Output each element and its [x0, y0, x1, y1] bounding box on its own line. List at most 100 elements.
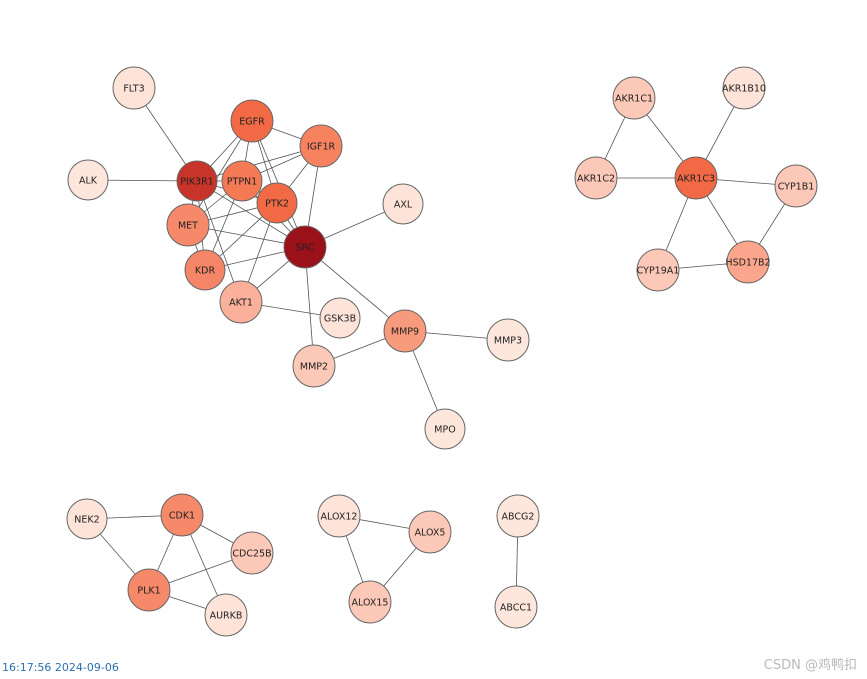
node-mpo: MPO — [424, 408, 466, 450]
node-label: AKR1C3 — [677, 174, 715, 185]
node-label: MMP2 — [300, 362, 328, 373]
node-circle — [112, 66, 156, 110]
node-met: MET — [166, 203, 210, 247]
node-cdc25b: CDC25B — [230, 531, 274, 575]
node-gsk3b: GSK3B — [319, 297, 361, 339]
node-label: PTK2 — [265, 199, 289, 210]
node-axl: AXL — [382, 183, 424, 225]
node-circle — [67, 159, 109, 201]
node-label: ALOX5 — [415, 528, 446, 539]
node-label: NEK2 — [74, 515, 99, 526]
node-circle — [184, 249, 226, 291]
node-label: AKR1B10 — [722, 84, 766, 95]
node-akt1: AKT1 — [219, 280, 263, 324]
node-label: ABCG2 — [502, 512, 535, 523]
node-circle — [722, 66, 766, 110]
node-akr1b10: AKR1B10 — [722, 66, 766, 110]
node-circle — [636, 248, 680, 292]
node-label: AKT1 — [229, 298, 253, 309]
node-label: CDK1 — [169, 511, 195, 522]
node-circle — [127, 568, 171, 612]
node-kdr: KDR — [184, 249, 226, 291]
node-circle — [176, 160, 218, 202]
node-abcc1: ABCC1 — [494, 585, 538, 629]
watermark: CSDN @鸡鸭扣 — [763, 658, 857, 673]
node-hsd17b2: HSD17B2 — [725, 240, 771, 284]
node-cyp19a1: CYP19A1 — [636, 248, 680, 292]
node-circle — [382, 183, 424, 225]
node-label: KDR — [195, 266, 216, 277]
node-label: PTPN1 — [227, 177, 257, 188]
node-akr1c3: AKR1C3 — [674, 156, 718, 200]
node-circle — [424, 408, 466, 450]
node-label: AXL — [394, 200, 413, 211]
node-circle — [66, 498, 108, 540]
node-circle — [221, 160, 263, 202]
node-nek2: NEK2 — [66, 498, 108, 540]
node-label: MMP3 — [494, 336, 522, 347]
edge-src-mmp9 — [304, 246, 406, 332]
node-label: ALOX12 — [321, 512, 358, 523]
node-circle — [230, 99, 274, 143]
node-label: EGFR — [239, 117, 265, 128]
node-circle — [317, 494, 361, 538]
node-plk1: PLK1 — [127, 568, 171, 612]
node-label: AKR1C2 — [577, 174, 615, 185]
node-circle — [494, 585, 538, 629]
node-circle — [612, 76, 656, 120]
node-circle — [256, 182, 298, 224]
node-cdk1: CDK1 — [160, 493, 204, 537]
node-label: MPO — [434, 425, 455, 436]
node-cyp1b1: CYP1B1 — [774, 164, 818, 208]
node-label: ALOX15 — [352, 598, 389, 609]
node-label: GSK3B — [324, 314, 356, 325]
node-label: CYP19A1 — [637, 266, 680, 277]
node-alox12: ALOX12 — [317, 494, 361, 538]
node-ptpn1: PTPN1 — [221, 160, 263, 202]
node-circle — [574, 156, 618, 200]
timestamp: 16:17:56 2024-09-06 — [2, 661, 119, 674]
node-ptk2: PTK2 — [256, 182, 298, 224]
node-igf1r: IGF1R — [299, 124, 343, 168]
node-circle — [166, 203, 210, 247]
node-label: MET — [178, 221, 198, 232]
node-circle — [319, 297, 361, 339]
node-alox15: ALOX15 — [348, 580, 392, 624]
node-label: CDC25B — [232, 549, 271, 560]
node-src: SRC — [283, 225, 327, 269]
node-circle — [496, 494, 540, 538]
node-mmp9: MMP9 — [383, 309, 427, 353]
node-mmp2: MMP2 — [292, 344, 336, 388]
node-circle — [160, 493, 204, 537]
node-layer: FLT3 EGFR IGF1R ALK PIK3R1 PTPN1 PTK2 MET SRC AXL… — [66, 66, 818, 637]
node-label: CYP1B1 — [778, 182, 815, 193]
node-alk: ALK — [67, 159, 109, 201]
node-circle — [726, 240, 770, 284]
node-label: PLK1 — [137, 586, 160, 597]
node-circle — [486, 318, 530, 362]
node-flt3: FLT3 — [112, 66, 156, 110]
node-circle — [204, 593, 248, 637]
node-aurkb: AURKB — [204, 593, 248, 637]
node-circle — [774, 164, 818, 208]
node-circle — [383, 309, 427, 353]
node-circle — [219, 280, 263, 324]
node-mmp3: MMP3 — [486, 318, 530, 362]
node-label: FLT3 — [123, 84, 144, 95]
node-circle — [408, 510, 452, 554]
node-label: ABCC1 — [500, 603, 532, 614]
node-label: ALK — [79, 176, 98, 187]
node-akr1c2: AKR1C2 — [574, 156, 618, 200]
node-label: PIK3R1 — [180, 177, 213, 188]
node-circle — [292, 344, 336, 388]
node-circle — [348, 580, 392, 624]
node-pik3r1: PIK3R1 — [176, 160, 218, 202]
node-akr1c1: AKR1C1 — [612, 76, 656, 120]
node-label: MMP9 — [391, 327, 419, 338]
node-circle — [283, 225, 327, 269]
node-label: AKR1C1 — [615, 94, 653, 105]
node-circle — [299, 124, 343, 168]
node-label: SRC — [296, 243, 315, 254]
node-egfr: EGFR — [230, 99, 274, 143]
